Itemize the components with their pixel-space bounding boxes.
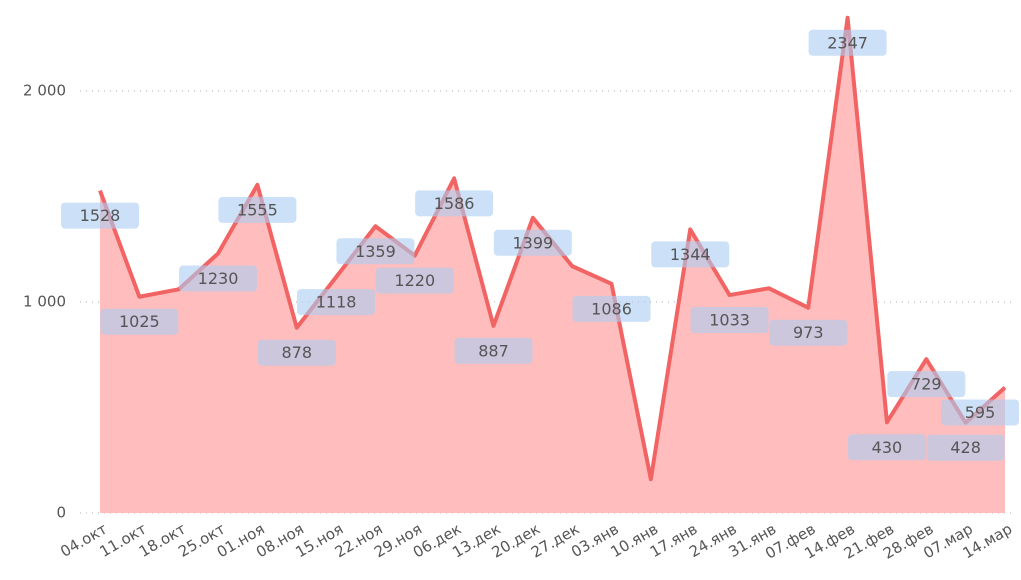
label-text: 2347 bbox=[827, 33, 868, 52]
data-label: 1528 bbox=[61, 202, 139, 229]
label-box bbox=[100, 308, 179, 335]
data-label: 1230 bbox=[179, 265, 258, 292]
label-text: 1344 bbox=[670, 245, 711, 264]
data-label: 1555 bbox=[218, 196, 297, 223]
label-text: 1025 bbox=[119, 312, 160, 331]
data-label: 2347 bbox=[808, 29, 887, 56]
data-label: 1586 bbox=[415, 190, 494, 217]
y-tick-label: 2 000 bbox=[23, 82, 66, 100]
label-text: 1555 bbox=[237, 200, 278, 219]
y-tick-label: 1 000 bbox=[23, 293, 66, 311]
label-text: 1086 bbox=[591, 299, 632, 318]
label-box bbox=[493, 229, 572, 256]
label-box bbox=[297, 289, 376, 316]
label-box bbox=[847, 434, 926, 461]
label-box bbox=[218, 196, 297, 223]
area bbox=[100, 17, 1005, 514]
label-box bbox=[651, 241, 730, 268]
data-label: 1025 bbox=[100, 308, 179, 335]
data-label: 1344 bbox=[651, 241, 730, 268]
label-text: 1220 bbox=[394, 271, 435, 290]
label-box bbox=[415, 190, 494, 217]
data-label: 729 bbox=[887, 371, 966, 398]
data-label: 1220 bbox=[375, 267, 454, 294]
label-text: 1118 bbox=[316, 293, 357, 312]
label-text: 428 bbox=[950, 438, 981, 457]
data-label: 973 bbox=[769, 319, 848, 346]
label-text: 1359 bbox=[355, 242, 396, 261]
data-label: 595 bbox=[941, 399, 1019, 426]
data-label: 1359 bbox=[336, 238, 415, 265]
label-box bbox=[572, 295, 651, 322]
label-box bbox=[454, 337, 533, 364]
label-text: 1528 bbox=[80, 206, 121, 225]
label-text: 1230 bbox=[198, 269, 239, 288]
data-label: 1118 bbox=[297, 289, 376, 316]
data-label: 430 bbox=[847, 434, 926, 461]
label-text: 887 bbox=[478, 341, 509, 360]
data-label: 428 bbox=[926, 434, 1005, 461]
label-box bbox=[887, 371, 966, 398]
label-box bbox=[690, 307, 769, 334]
label-box bbox=[926, 434, 1005, 461]
label-text: 729 bbox=[911, 375, 942, 394]
label-text: 430 bbox=[872, 438, 903, 457]
label-box bbox=[808, 29, 887, 56]
label-text: 1399 bbox=[512, 233, 553, 252]
data-label: 878 bbox=[257, 339, 336, 366]
label-text: 595 bbox=[965, 403, 996, 422]
label-box bbox=[336, 238, 415, 265]
data-label: 1033 bbox=[690, 307, 769, 334]
label-box bbox=[375, 267, 454, 294]
label-box bbox=[941, 399, 1019, 426]
label-text: 973 bbox=[793, 323, 824, 342]
label-text: 1586 bbox=[434, 194, 475, 213]
data-label: 1086 bbox=[572, 295, 651, 322]
label-box bbox=[257, 339, 336, 366]
label-text: 878 bbox=[281, 343, 312, 362]
data-label: 1399 bbox=[493, 229, 572, 256]
label-box bbox=[179, 265, 258, 292]
data-label: 887 bbox=[454, 337, 533, 364]
label-box bbox=[769, 319, 848, 346]
label-text: 1033 bbox=[709, 311, 750, 330]
label-box bbox=[61, 202, 139, 229]
y-tick-label: 0 bbox=[56, 504, 66, 522]
